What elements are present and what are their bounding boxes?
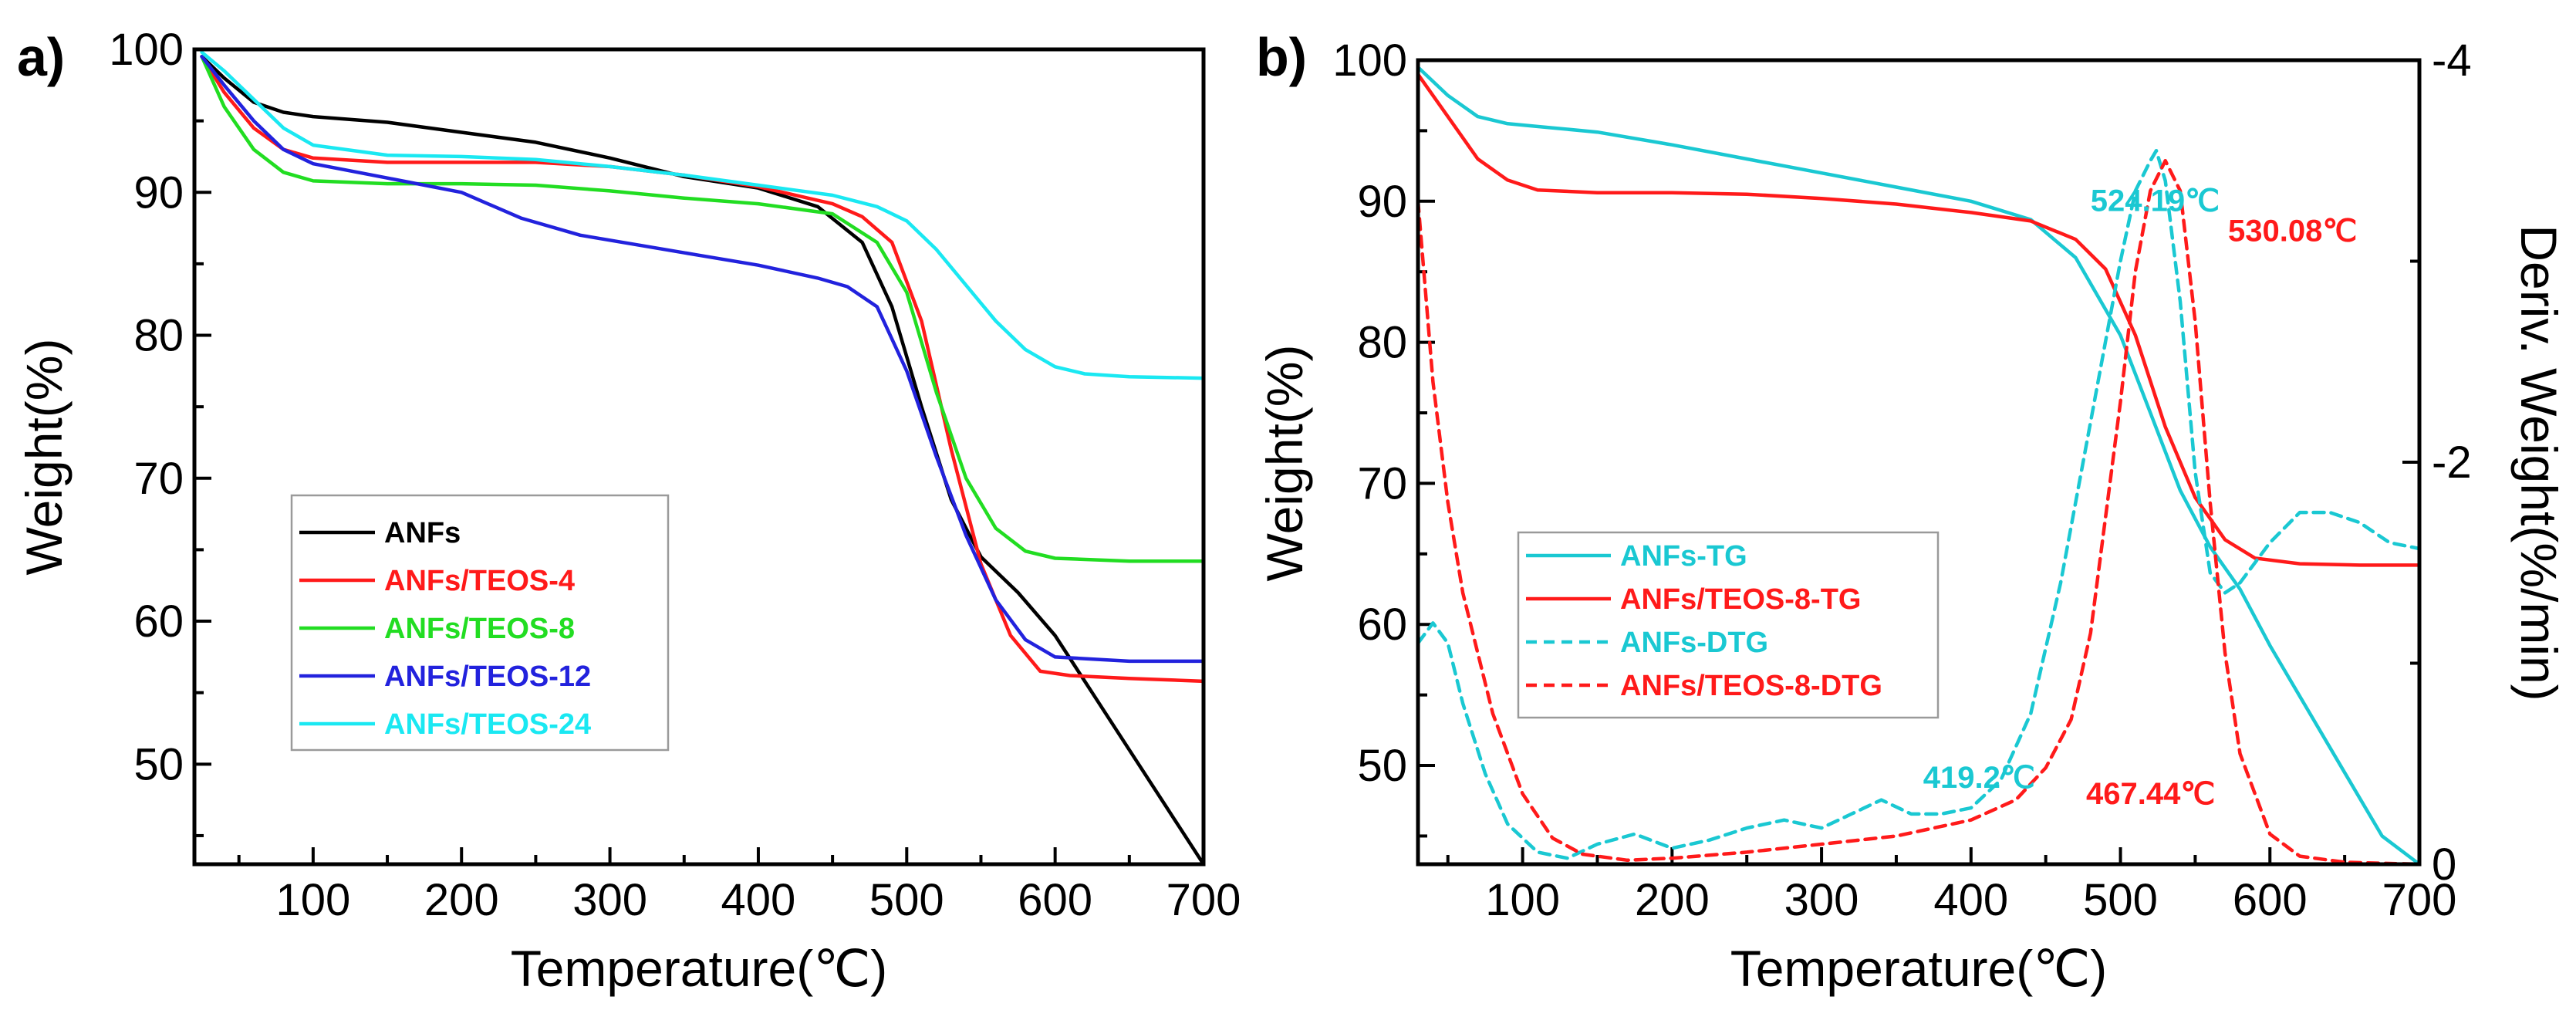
y-tick-label: 60 xyxy=(133,596,184,647)
series-line-anfs-teos-24 xyxy=(200,50,1206,380)
peak-annotation: 467.44℃ xyxy=(2086,777,2215,811)
y-tick-label: 100 xyxy=(109,25,184,75)
legend-label: ANFs xyxy=(384,517,461,549)
series-line-anfs-teos-4 xyxy=(200,55,1206,684)
series-line-anfs-teos-8-dtg xyxy=(1416,159,2422,867)
panel-a-label: a) xyxy=(17,27,65,87)
x-tick-label: 700 xyxy=(2382,875,2457,925)
legend-label: ANFs/TEOS-24 xyxy=(384,708,591,741)
series-line-anfs-teos-12 xyxy=(200,55,1206,664)
x-tick-label: 700 xyxy=(1166,875,1241,925)
y-tick-label: 80 xyxy=(133,311,184,361)
series-line-anfs-tg xyxy=(1416,65,2422,867)
legend-label: ANFs/TEOS-8-DTG xyxy=(1620,670,1882,702)
y-tick-label: 100 xyxy=(1332,35,1407,86)
x-tick-label: 500 xyxy=(2083,875,2158,925)
y-tick-label: 50 xyxy=(133,739,184,789)
panel-a-legend: ANFs ANFs/TEOS-4 ANFs/TEOS-8 ANFs/TEOS-12 AN… xyxy=(290,494,670,752)
panel-b-frame xyxy=(1416,58,2422,867)
legend-label: ANFs/TEOS-12 xyxy=(384,661,591,693)
y-tick-label: 80 xyxy=(1357,318,1407,368)
peak-annotation: 530.08℃ xyxy=(2228,214,2357,248)
legend-label: ANFs/TEOS-8-TG xyxy=(1620,583,1861,616)
panel-b-xlabel: Temperature(℃) xyxy=(1730,940,2108,997)
panel-a-legend-box xyxy=(290,494,670,752)
x-tick-label: 400 xyxy=(721,875,796,925)
y2-tick-label: 0 xyxy=(2432,840,2456,890)
y2-tick-label: -2 xyxy=(2432,438,2472,488)
panel-a-ylabel: Weight(%) xyxy=(15,339,73,576)
panel-b-legend: ANFs-TG ANFs/TEOS-8-TG ANFs-DTG ANFs/TEOS-8… xyxy=(1517,531,1940,719)
x-tick-label: 400 xyxy=(1933,875,2008,925)
series-line-anfs xyxy=(200,55,1206,867)
y-tick-label: 90 xyxy=(133,167,184,218)
series-line-anfs-teos-8-tg xyxy=(1416,73,2422,567)
x-tick-label: 200 xyxy=(1635,875,1710,925)
legend-label: ANFs/TEOS-4 xyxy=(384,565,575,597)
panel-a-xlabel: Temperature(℃) xyxy=(511,940,888,997)
legend-label: ANFs-DTG xyxy=(1620,627,1768,659)
panel-b-y2label: Deriv. Weight(%/min) xyxy=(2510,225,2568,701)
panel-b-ylabel: Weight(%) xyxy=(1256,345,1313,582)
x-tick-label: 100 xyxy=(1485,875,1560,925)
y-tick-label: 70 xyxy=(133,454,184,504)
peak-annotation: 524.19℃ xyxy=(2091,184,2220,218)
panel-b-label: b) xyxy=(1256,27,1307,87)
panel-a-frame xyxy=(192,47,1206,867)
x-tick-label: 300 xyxy=(1784,875,1859,925)
x-tick-label: 200 xyxy=(424,875,499,925)
x-tick-label: 100 xyxy=(275,875,350,925)
legend-label: ANFs/TEOS-8 xyxy=(384,613,575,645)
peak-annotation: 419.2℃ xyxy=(1923,761,2035,795)
y-tick-label: 90 xyxy=(1357,177,1407,227)
y-tick-label: 50 xyxy=(1357,741,1407,791)
panel-b-chart: b) 100 200 300 400 500 600 700 50 60 70 80 90 100 0 -2… xyxy=(1256,27,2568,997)
panel-a-chart: a) 100 200 300 400 500 600 700 50 60 70 80 90 100 Te… xyxy=(15,25,1241,997)
y-tick-label: 60 xyxy=(1357,600,1407,650)
x-tick-label: 600 xyxy=(2233,875,2308,925)
series-line-anfs-teos-8 xyxy=(200,55,1206,563)
x-tick-label: 500 xyxy=(869,875,944,925)
x-tick-label: 300 xyxy=(572,875,647,925)
x-tick-label: 600 xyxy=(1018,875,1092,925)
y-tick-label: 70 xyxy=(1357,458,1407,508)
series-line-anfs-dtg xyxy=(1416,148,2422,860)
legend-label: ANFs-TG xyxy=(1620,540,1747,573)
y2-tick-label: -4 xyxy=(2432,35,2472,86)
